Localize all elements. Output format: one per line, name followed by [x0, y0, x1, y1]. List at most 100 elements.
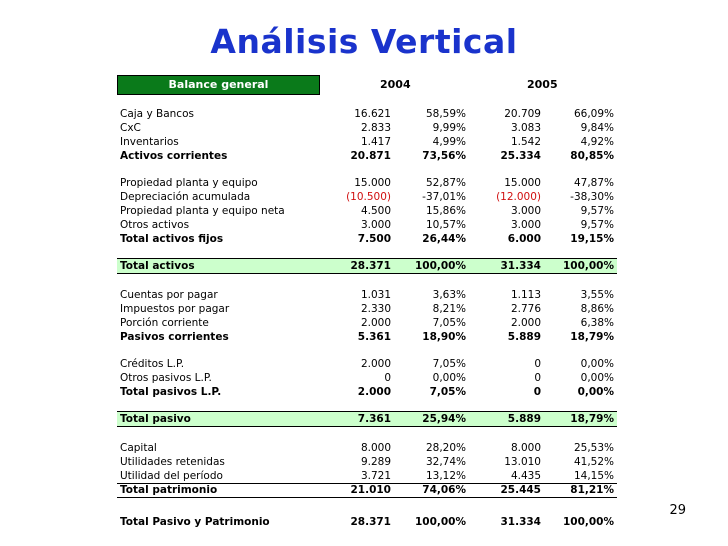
subtotal-row: Total activos fijos 7.500 26,44% 6.000 1… [0, 232, 728, 246]
table-row: CxC 2.833 9,99% 3.083 9,84% [0, 121, 728, 135]
value-2004: 28.371 [350, 516, 391, 528]
row-label: Total activos fijos [120, 233, 224, 245]
percent-2004: 7,05% [432, 358, 466, 370]
percent-2005: 0,00% [580, 358, 614, 370]
row-label: Caja y Bancos [120, 108, 194, 120]
percent-2005: 3,55% [580, 289, 614, 301]
page-number: 29 [669, 503, 686, 518]
percent-2005: 8,86% [580, 303, 614, 315]
row-label: Inventarios [120, 136, 179, 148]
percent-2004: 52,87% [425, 177, 466, 189]
value-2004: 3.721 [360, 470, 391, 482]
percent-2005: 9,84% [580, 122, 614, 134]
percent-2004: 18,90% [422, 331, 466, 343]
value-2005: 0 [533, 386, 541, 398]
value-2004: 15.000 [354, 177, 391, 189]
value-2005: 25.445 [500, 484, 541, 496]
subtotal-row: Pasivos corrientes 5.361 18,90% 5.889 18… [0, 330, 728, 344]
value-2005: 25.334 [500, 150, 541, 162]
value-2005: 3.000 [510, 205, 541, 217]
year-2004-header: 2004 [380, 78, 411, 91]
table-row: Inventarios 1.417 4,99% 1.542 4,92% [0, 135, 728, 149]
value-2004: 8.000 [360, 442, 391, 454]
percent-2005: 19,15% [570, 233, 614, 245]
percent-2005: 9,57% [580, 205, 614, 217]
value-2004: 1.417 [360, 136, 391, 148]
percent-2005: 4,92% [580, 136, 614, 148]
value-2005: 1.542 [510, 136, 541, 148]
row-label: Total Pasivo y Patrimonio [120, 516, 270, 528]
value-2005: 0 [534, 358, 541, 370]
total-line [117, 497, 617, 498]
percent-2005: 80,85% [570, 150, 614, 162]
value-2005: 4.435 [510, 470, 541, 482]
value-2005: 13.010 [504, 456, 541, 468]
value-2004: 2.000 [357, 386, 391, 398]
value-2005: 3.083 [510, 122, 541, 134]
value-2004: 28.371 [350, 260, 391, 272]
percent-2004: 25,94% [422, 413, 466, 425]
percent-2005: 66,09% [573, 108, 614, 120]
row-label: Otros activos [120, 219, 190, 231]
table-row: Otros pasivos L.P. 0 0,00% 0 0,00% [0, 371, 728, 385]
percent-2004: 7,05% [432, 317, 466, 329]
balance-table: Caja y Bancos 16.621 58,59% 20.709 66,09… [0, 107, 728, 529]
table-row: Porción corriente 2.000 7,05% 2.000 6,38… [0, 316, 728, 330]
value-2005: 2.000 [510, 317, 541, 329]
percent-2004: 10,57% [425, 219, 466, 231]
row-label: Total pasivo [120, 413, 191, 425]
value-2004: 3.000 [360, 219, 391, 231]
value-2004: 5.361 [357, 331, 391, 343]
table-row: Impuestos por pagar 2.330 8,21% 2.776 8,… [0, 302, 728, 316]
value-2005: 1.113 [510, 289, 541, 301]
spacer [0, 344, 728, 357]
percent-2004: 7,05% [429, 386, 466, 398]
percent-2004: 13,12% [425, 470, 466, 482]
row-label: Propiedad planta y equipo [120, 177, 258, 189]
percent-2005: 81,21% [570, 484, 614, 496]
value-2004: 2.833 [360, 122, 391, 134]
row-label: Porción corriente [120, 317, 209, 329]
value-2004: 16.621 [354, 108, 391, 120]
value-2005: 3.000 [510, 219, 541, 231]
value-2005: 5.889 [507, 413, 541, 425]
value-2004: 9.289 [360, 456, 391, 468]
total-line [117, 483, 617, 484]
value-2005: 5.889 [507, 331, 541, 343]
spacer [0, 427, 728, 441]
row-label: Total activos [120, 260, 195, 272]
grand-total-row: Total Pasivo y Patrimonio 28.371 100,00%… [0, 515, 728, 529]
value-2004: 20.871 [350, 150, 391, 162]
row-label: Depreciación acumulada [120, 191, 251, 203]
total-row: Total pasivo 7.361 25,94% 5.889 18,79% [0, 411, 728, 427]
percent-2004: 4,99% [432, 136, 466, 148]
percent-2004: 58,59% [425, 108, 466, 120]
value-2004: 2.330 [360, 303, 391, 315]
value-2005-negative: (12.000) [496, 191, 541, 203]
percent-2004: 100,00% [414, 516, 466, 528]
percent-2005: 25,53% [573, 442, 614, 454]
value-2004-negative: (10.500) [346, 191, 391, 203]
percent-2005: 0,00% [577, 386, 614, 398]
row-label: Activos corrientes [120, 150, 228, 162]
table-header: Balance general 2004 2005 [0, 75, 728, 95]
percent-2004: -37,01% [422, 191, 466, 203]
table-row: Caja y Bancos 16.621 58,59% 20.709 66,09… [0, 107, 728, 121]
total-band [117, 258, 617, 274]
percent-2004: 9,99% [432, 122, 466, 134]
percent-2005: 41,52% [573, 456, 614, 468]
value-2005: 31.334 [500, 260, 541, 272]
value-2005: 31.334 [500, 516, 541, 528]
year-2005-header: 2005 [527, 78, 558, 91]
percent-2004: 15,86% [425, 205, 466, 217]
value-2004: 21.010 [350, 484, 391, 496]
row-label: Créditos L.P. [120, 358, 185, 370]
value-2004: 2.000 [360, 358, 391, 370]
percent-2005: 100,00% [562, 260, 614, 272]
row-label: Pasivos corrientes [120, 331, 229, 343]
percent-2004: 73,56% [422, 150, 466, 162]
percent-2005: 100,00% [562, 516, 614, 528]
row-label: CxC [120, 122, 141, 134]
table-row: Utilidad del período 3.721 13,12% 4.435 … [0, 469, 728, 483]
row-label: Propiedad planta y equipo neta [120, 205, 285, 217]
